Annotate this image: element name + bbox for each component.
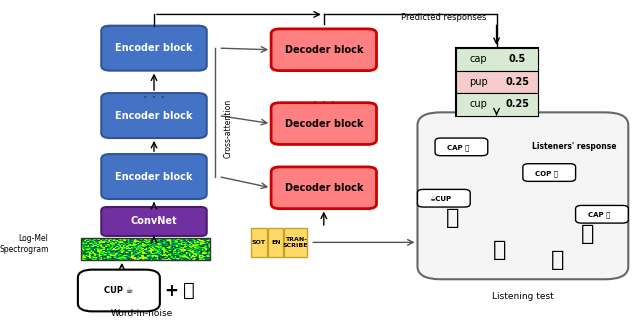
Text: CAP 🧢: CAP 🧢 — [447, 144, 470, 151]
Text: Log-Mel
Spectrogram: Log-Mel Spectrogram — [0, 234, 49, 254]
Text: Decoder block: Decoder block — [285, 118, 363, 129]
Text: Listening test: Listening test — [492, 292, 554, 301]
Text: Decoder block: Decoder block — [285, 45, 363, 55]
FancyBboxPatch shape — [268, 228, 284, 257]
Text: · · ·: · · · — [313, 96, 335, 110]
FancyBboxPatch shape — [575, 205, 628, 223]
Text: 0.5: 0.5 — [508, 54, 525, 65]
Text: 👤: 👤 — [551, 250, 564, 270]
Text: SOT: SOT — [252, 240, 266, 245]
FancyBboxPatch shape — [251, 228, 267, 257]
FancyBboxPatch shape — [101, 207, 207, 236]
Text: Listeners' response: Listeners' response — [532, 142, 616, 151]
FancyBboxPatch shape — [101, 93, 207, 138]
Text: 0.25: 0.25 — [505, 77, 529, 87]
FancyBboxPatch shape — [456, 48, 538, 116]
FancyBboxPatch shape — [78, 270, 160, 311]
Text: CAP 🧢: CAP 🧢 — [588, 212, 610, 218]
FancyBboxPatch shape — [271, 103, 376, 144]
Text: Predicted responses: Predicted responses — [401, 13, 486, 22]
Text: ☕CUP: ☕CUP — [430, 196, 452, 202]
Text: 👤: 👤 — [446, 208, 460, 228]
Text: cap: cap — [470, 54, 487, 65]
FancyBboxPatch shape — [417, 112, 628, 279]
FancyBboxPatch shape — [456, 48, 538, 71]
Text: cup: cup — [470, 99, 488, 109]
Text: 0.25: 0.25 — [505, 99, 529, 109]
Text: EN: EN — [271, 240, 280, 245]
Text: Encoder block: Encoder block — [115, 171, 193, 182]
FancyBboxPatch shape — [101, 26, 207, 71]
Text: Word-in-noise: Word-in-noise — [111, 309, 173, 318]
FancyBboxPatch shape — [523, 164, 575, 181]
Text: Encoder block: Encoder block — [115, 43, 193, 53]
Text: Encoder block: Encoder block — [115, 110, 193, 121]
FancyBboxPatch shape — [417, 189, 470, 207]
Text: 👤: 👤 — [493, 240, 506, 260]
FancyBboxPatch shape — [271, 167, 376, 209]
FancyBboxPatch shape — [101, 154, 207, 199]
Text: ConvNet: ConvNet — [131, 216, 177, 227]
FancyBboxPatch shape — [456, 93, 538, 116]
Text: · · ·: · · · — [143, 91, 165, 105]
Text: 🔊: 🔊 — [183, 281, 195, 300]
Text: TRAN-
SCRIBE: TRAN- SCRIBE — [283, 237, 308, 248]
Text: pup: pup — [469, 77, 488, 87]
Text: Cross-attention: Cross-attention — [224, 99, 233, 158]
Text: CUP ☕: CUP ☕ — [104, 286, 134, 295]
Text: Decoder block: Decoder block — [285, 183, 363, 193]
Text: 👤: 👤 — [580, 224, 594, 244]
Bar — [81, 238, 210, 260]
FancyBboxPatch shape — [456, 71, 538, 93]
Text: +: + — [164, 282, 179, 299]
FancyBboxPatch shape — [271, 29, 376, 71]
Text: COP 👮: COP 👮 — [535, 170, 558, 177]
FancyBboxPatch shape — [284, 228, 307, 257]
FancyBboxPatch shape — [435, 138, 488, 156]
